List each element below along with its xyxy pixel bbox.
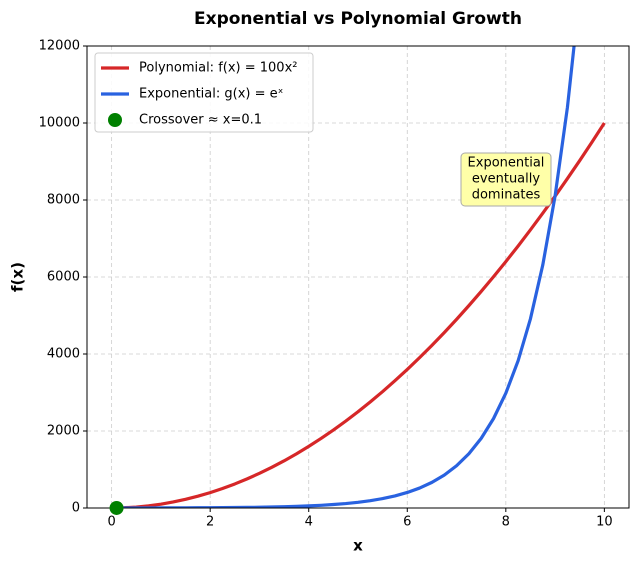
x-tick-label: 4 xyxy=(305,515,313,530)
legend-box xyxy=(94,52,314,133)
annotation-text: Exponential xyxy=(468,156,545,171)
annotation-text: eventually xyxy=(472,172,540,187)
line-series xyxy=(111,122,606,508)
chart-title: Exponential vs Polynomial Growth xyxy=(194,9,522,29)
ticks: 0 2 4 6 8 10 0 2000 4000 6000 8000 10000 12000 xyxy=(39,39,613,530)
y-tick-label: 0 xyxy=(72,501,80,516)
legend-label: Exponential: g(x) = eˣ xyxy=(139,87,284,102)
y-tick-label: 10000 xyxy=(39,116,80,131)
y-axis-label: f(x) xyxy=(9,262,27,292)
legend-label: Crossover ≈ x=0.1 xyxy=(139,113,262,128)
y-tick-label: 8000 xyxy=(47,193,80,208)
annotation-text: dominates xyxy=(472,188,541,203)
y-tick-label: 12000 xyxy=(39,39,80,54)
x-tick-label: 10 xyxy=(596,515,613,530)
x-tick-label: 6 xyxy=(403,515,411,530)
scatter-point xyxy=(109,500,124,515)
annotation-box xyxy=(460,152,552,207)
legend-marker xyxy=(108,113,122,127)
x-tick-label: 8 xyxy=(502,515,510,530)
y-tick-label: 4000 xyxy=(47,347,80,362)
y-tick-label: 2000 xyxy=(47,424,80,439)
x-tick-label: 0 xyxy=(107,515,115,530)
y-tick-label: 6000 xyxy=(47,270,80,285)
x-axis-label: x xyxy=(353,537,363,555)
x-tick-label: 2 xyxy=(206,515,214,530)
legend-label: Polynomial: f(x) = 100x² xyxy=(139,61,297,76)
legend: Polynomial: f(x) = 100x² Exponential: g(x… xyxy=(94,52,314,133)
